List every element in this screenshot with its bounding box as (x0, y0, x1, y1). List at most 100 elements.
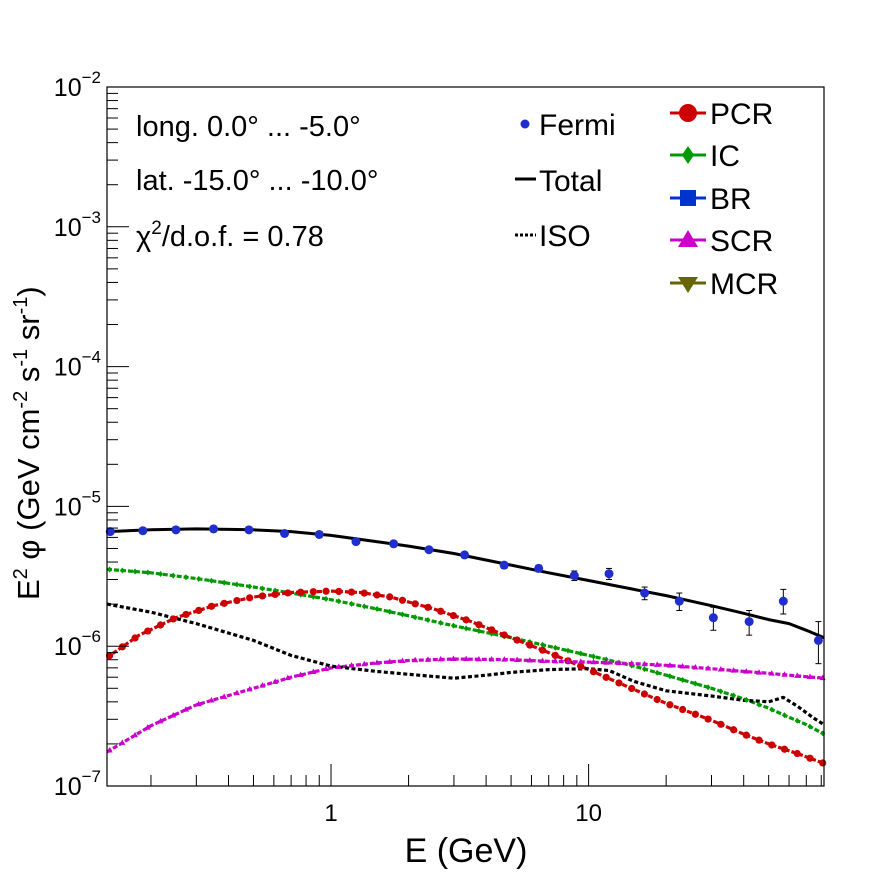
series-pcr-point (398, 596, 407, 604)
series-ic-point (756, 701, 762, 708)
series-pcr-point (640, 690, 649, 698)
fermi-point (105, 527, 115, 537)
series-scr-point (552, 657, 559, 664)
series-scr-point (565, 658, 572, 664)
fermi-point (499, 560, 509, 570)
series-pcr-point (386, 593, 394, 601)
y-tick-label: 10−7 (54, 767, 101, 801)
axis-ticks (107, 86, 822, 787)
series-pcr-point (717, 720, 725, 728)
series-scr-point (335, 663, 342, 669)
series-ic-point (463, 625, 469, 632)
curves-layer (106, 527, 825, 765)
series-ic-point (794, 717, 800, 724)
series-scr-point (195, 700, 202, 707)
fermi-point (640, 588, 650, 598)
series-ic-point (705, 684, 711, 691)
series-pcr-point (271, 590, 279, 599)
fermi-point (171, 525, 181, 535)
series-pcr-point (411, 600, 419, 608)
series-pcr-point (513, 636, 521, 644)
series-scr-point (310, 668, 317, 675)
series-iso-line (106, 602, 825, 726)
series-scr-point (424, 656, 431, 662)
series-scr-point (450, 655, 457, 662)
series-pcr-point (793, 749, 801, 758)
series-ic-point (170, 572, 176, 579)
series-pcr-point (500, 631, 508, 639)
series-scr-point (132, 731, 139, 738)
series-ic-point (680, 676, 686, 683)
series-ic-point (654, 669, 660, 676)
series-scr-point (157, 717, 164, 724)
series-pcr-point (335, 587, 343, 596)
series-ic-point (692, 680, 698, 687)
series-pcr-point (666, 701, 674, 709)
y-axis-title: E2 φ (GeV cm-2 s-1 sr-1) (10, 286, 46, 600)
y-tick-label: 10−3 (54, 208, 101, 242)
series-pcr-point (284, 589, 292, 597)
legend-br-marker (680, 190, 696, 206)
series-scr-point (794, 672, 801, 678)
series-pcr-point (246, 594, 254, 602)
series-ic-point (399, 611, 405, 618)
fermi-points-layer (105, 524, 823, 665)
series-scr-point (259, 682, 266, 688)
fermi-point (351, 537, 361, 547)
y-tick-label: 10−4 (54, 348, 101, 382)
series-scr-point (730, 667, 737, 673)
fermi-point (314, 529, 324, 539)
fermi-point (534, 563, 544, 573)
legend-scr-marker (678, 230, 698, 247)
series-pcr-point (169, 615, 177, 623)
series-pcr-point (424, 603, 432, 611)
series-pcr-point (195, 606, 203, 614)
series-scr-point (526, 657, 533, 663)
series-ic-point (119, 567, 125, 574)
series-pcr-point (258, 592, 266, 600)
series-scr-point (743, 668, 750, 674)
series-ic-point (387, 608, 393, 615)
x-axis-title: E (GeV) (405, 832, 528, 870)
series-ic-point (782, 712, 788, 719)
series-ic-point (374, 605, 380, 612)
series-total-line (106, 527, 825, 640)
fermi-point (244, 525, 254, 535)
series-ic-point (769, 706, 775, 713)
series-ic-point (578, 650, 584, 657)
series-pcr-point (488, 626, 496, 634)
series-pcr-point (220, 599, 228, 607)
series-scr-point (437, 655, 444, 662)
series-pcr-point (704, 715, 712, 723)
series-scr-line (106, 657, 825, 754)
series-pcr-point (691, 710, 699, 718)
series-scr-point (272, 678, 279, 684)
series-scr-point (539, 657, 546, 664)
series-scr-point (170, 712, 177, 718)
y-tick-label: 10−6 (54, 627, 101, 661)
plot-frame (106, 86, 825, 787)
series-ic-point (132, 568, 138, 575)
fermi-point (389, 539, 399, 549)
series-scr-point (615, 659, 622, 666)
series-scr-point (514, 656, 521, 662)
series-scr-point (246, 685, 253, 692)
series-scr-point (361, 660, 368, 667)
series-pcr-point (118, 643, 126, 651)
series-scr-point (488, 655, 495, 662)
series-ic-point (641, 666, 647, 673)
series-scr-point (412, 656, 419, 663)
series-ic-point (667, 673, 673, 680)
legend-mcr-label: MCR (710, 268, 778, 301)
series-scr-point (679, 663, 686, 669)
series-pcr-point (679, 705, 687, 714)
series-scr-point (475, 655, 482, 662)
legend-left: Fermi Total ISO (515, 109, 616, 253)
series-ic-point (438, 619, 444, 626)
series-ic-point (208, 577, 214, 584)
annotation-latitude: lat. -15.0° ... -10.0° (136, 165, 378, 197)
series-ic-point (336, 598, 342, 605)
series-pcr-point (322, 587, 330, 595)
series-pcr-point (538, 646, 547, 654)
